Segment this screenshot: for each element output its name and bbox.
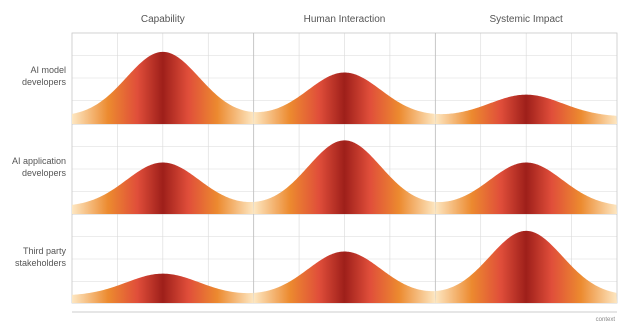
- ridges: [72, 51, 617, 303]
- ridge-ai-application-developers-systemic-impact: [435, 162, 617, 214]
- labels: Capability Human Interaction Systemic Impa…: [12, 14, 617, 322]
- row-label-ai-model-developers-line-2: developers: [22, 77, 67, 87]
- row-label-ai-application-developers-line-2: developers: [22, 168, 67, 178]
- row-label-ai-application-developers-line-1: AI application: [12, 156, 66, 166]
- column-header-systemic-impact: Systemic Impact: [489, 14, 563, 25]
- column-header-capability: Capability: [141, 14, 185, 25]
- ridge-ai-application-developers-human-interaction: [253, 140, 436, 214]
- ridge-ai-model-developers-systemic-impact: [435, 94, 617, 124]
- ridge-ai-model-developers-capability: [72, 51, 254, 124]
- ridge-third-party-stakeholders-systemic-impact: [435, 230, 617, 303]
- column-header-human-interaction: Human Interaction: [304, 14, 386, 25]
- ridge-ai-model-developers-human-interaction: [253, 72, 436, 124]
- x-axis-label: context: [596, 317, 616, 322]
- ridge-third-party-stakeholders-human-interaction: [253, 251, 436, 303]
- row-label-ai-model-developers-line-1: AI model: [30, 65, 66, 75]
- ridge-ai-application-developers-capability: [72, 162, 254, 214]
- row-label-third-party-stakeholders-line-1: Third party: [23, 246, 67, 256]
- ridge-third-party-stakeholders-capability: [72, 273, 254, 303]
- row-label-third-party-stakeholders-line-2: stakeholders: [15, 258, 67, 268]
